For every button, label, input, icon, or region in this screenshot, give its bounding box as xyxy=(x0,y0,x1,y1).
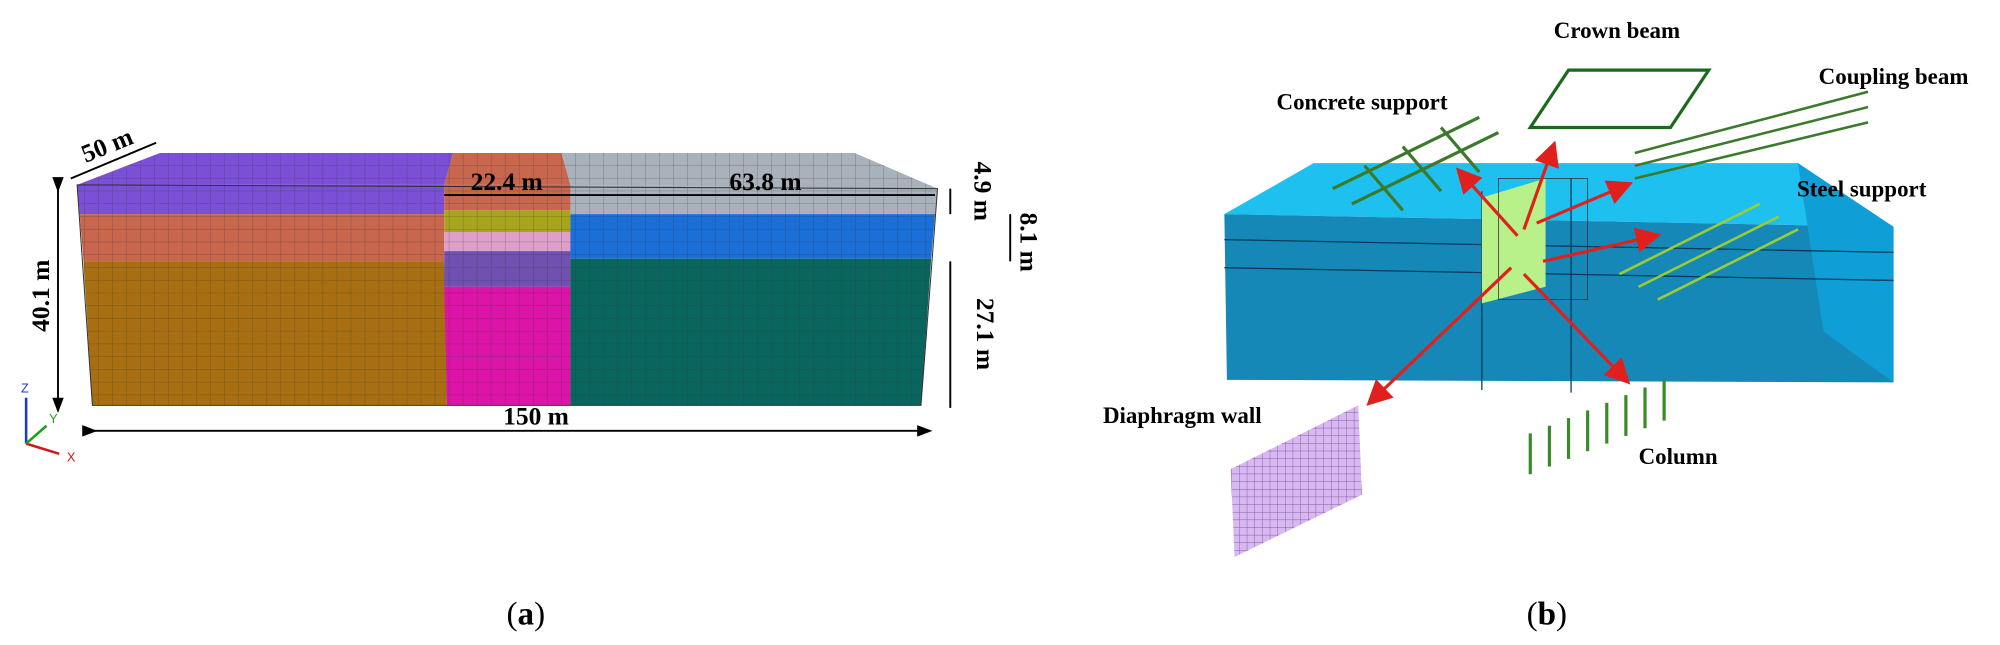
arrow xyxy=(1366,266,1513,406)
layer-edge xyxy=(1224,239,1894,254)
panel-b: Crown beam Concrete support Coupling bea… xyxy=(1103,18,1969,632)
arrow xyxy=(1522,272,1631,385)
arrow xyxy=(1536,180,1634,225)
block-top xyxy=(1224,163,1894,227)
beam-line xyxy=(1634,121,1869,180)
caption: (a) xyxy=(506,596,545,633)
support-bar xyxy=(1351,131,1500,206)
dimension-label: 22.4 m xyxy=(471,167,543,196)
dimension-label: 27.1 m xyxy=(971,298,1000,370)
support-bar xyxy=(1401,145,1443,193)
caption: (b) xyxy=(1527,596,1568,633)
top-mesh xyxy=(77,152,938,189)
component-label: Diaphragm wall xyxy=(1103,403,1262,428)
arrows xyxy=(1366,140,1662,406)
caption-part: ( xyxy=(1527,596,1538,633)
dimension-label: 40.1 m xyxy=(26,260,55,332)
support-bar xyxy=(1657,228,1799,301)
dimension-line xyxy=(70,141,157,180)
component-label: Crown beam xyxy=(1554,18,1680,43)
columns xyxy=(1528,379,1666,475)
axis-label: Z xyxy=(21,381,29,396)
steel-support xyxy=(1618,202,1799,301)
axis-label: X xyxy=(67,449,76,464)
support-bar xyxy=(1618,202,1761,276)
support-bar xyxy=(1439,126,1481,174)
axis-y xyxy=(25,424,48,445)
dimension-label: 4.9 m xyxy=(969,161,998,220)
block-front xyxy=(1224,214,1894,383)
arrow xyxy=(1455,167,1519,237)
support-bar xyxy=(1638,215,1780,288)
dimension-label: 63.8 m xyxy=(729,167,801,196)
axis-label: Y xyxy=(49,411,58,426)
dimension-label: 8.1 m xyxy=(1014,212,1043,271)
crown-beam xyxy=(1527,68,1712,130)
component-label: Concrete support xyxy=(1277,90,1448,115)
layer-edge xyxy=(1224,267,1894,282)
concrete-support xyxy=(1332,115,1500,212)
support-bar xyxy=(1332,115,1480,191)
panel-a: 40.1 m 150 m 50 m 22.4 m 63.8 m 4.9 m 8.… xyxy=(21,122,1043,633)
beam-line xyxy=(1634,90,1869,155)
component-label: Coupling beam xyxy=(1819,64,1969,89)
caption-part: ) xyxy=(1556,596,1567,633)
diaphragm-wall-mesh xyxy=(1230,405,1363,558)
component-label: Column xyxy=(1639,444,1718,469)
axis-x xyxy=(25,442,60,456)
block-side xyxy=(1797,163,1894,383)
caption-part: ) xyxy=(534,596,545,633)
caption-part: ( xyxy=(506,596,517,633)
dimension-label: 150 m xyxy=(503,401,569,430)
arrow xyxy=(1522,140,1559,230)
component-label: Steel support xyxy=(1797,176,1927,201)
front-mesh xyxy=(76,184,939,406)
arrow xyxy=(1542,227,1662,263)
support-bar xyxy=(1363,164,1405,212)
coupling-beam xyxy=(1634,90,1869,180)
beam-line xyxy=(1634,105,1869,167)
caption-part: a xyxy=(518,596,535,633)
dimension-label: 50 m xyxy=(77,122,137,169)
caption-part: b xyxy=(1538,596,1556,633)
